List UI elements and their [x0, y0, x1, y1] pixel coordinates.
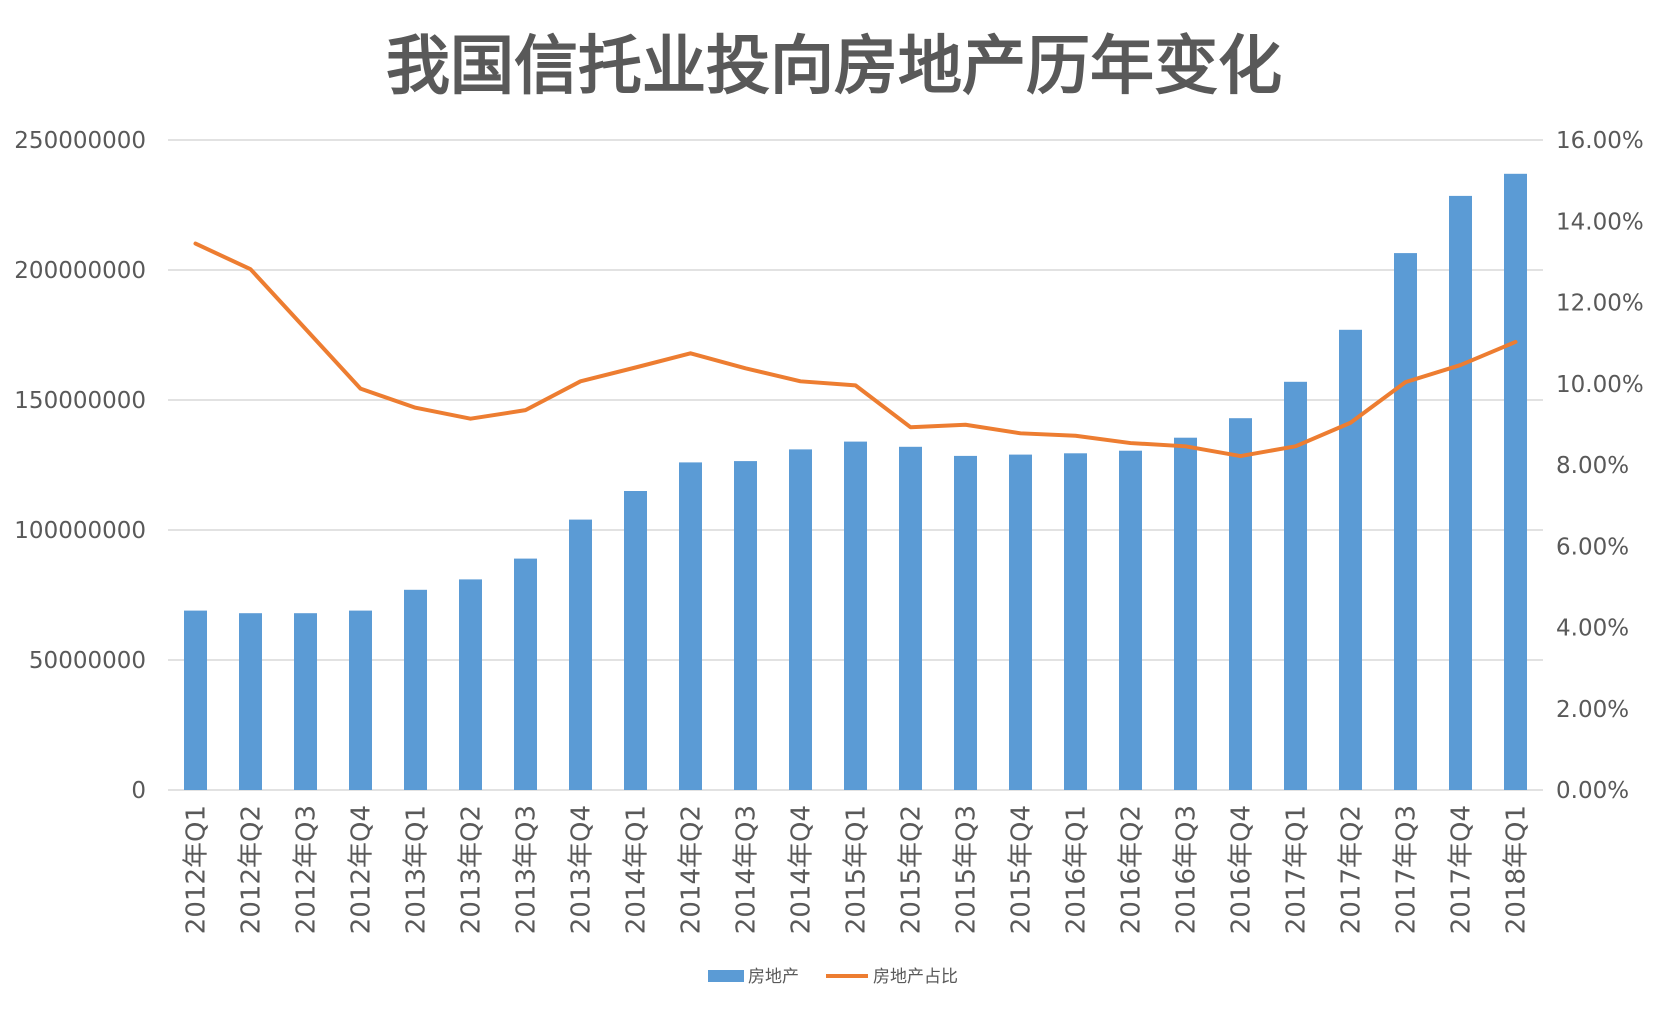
chart-title: 我国信托业投向房地产历年变化 — [386, 30, 1282, 104]
bar — [1229, 418, 1252, 790]
x-tick-label: 2013年Q1 — [402, 805, 432, 934]
bar — [1284, 381, 1307, 790]
x-tick-label: 2016年Q4 — [1227, 805, 1257, 934]
legend-bar-swatch — [708, 970, 744, 982]
bar — [1339, 329, 1362, 790]
x-tick-label: 2018年Q1 — [1502, 805, 1532, 934]
right-axis: 0.00% 2.00% 4.00% 6.00% 8.00% 10.00% 12.00% 14.… — [1556, 128, 1644, 804]
bar — [514, 558, 537, 790]
x-tick-label: 2017年Q4 — [1447, 805, 1477, 934]
x-tick-label: 2012年Q3 — [292, 805, 322, 934]
y-tick-label: 250000000 — [14, 128, 146, 154]
bar-series — [184, 173, 1527, 791]
x-tick-label: 2015年Q1 — [842, 805, 872, 934]
x-tick-label: 2015年Q3 — [952, 805, 982, 934]
bar — [569, 519, 592, 790]
bar — [349, 610, 372, 790]
x-tick-label: 2012年Q1 — [182, 805, 212, 934]
x-tick-label: 2016年Q1 — [1062, 805, 1092, 934]
bar — [294, 613, 317, 790]
y-tick-label: 150000000 — [14, 388, 146, 414]
bar — [624, 491, 647, 790]
y2-tick-label: 4.00% — [1556, 616, 1629, 642]
x-tick-label: 2014年Q1 — [622, 805, 652, 934]
bar — [184, 610, 207, 790]
x-tick-label: 2013年Q3 — [512, 805, 542, 934]
y-tick-label: 200000000 — [14, 258, 146, 284]
x-axis: 2012年Q1 2012年Q2 2012年Q3 2012年Q4 2013年Q1 2013年… — [182, 805, 1532, 934]
bar — [1449, 195, 1472, 790]
x-tick-label: 2014年Q4 — [787, 805, 817, 934]
x-tick-label: 2016年Q3 — [1172, 805, 1202, 934]
bar — [679, 462, 702, 790]
y2-tick-label: 2.00% — [1556, 697, 1629, 723]
bar — [954, 455, 977, 790]
y2-tick-label: 6.00% — [1556, 534, 1629, 560]
bar — [734, 461, 757, 790]
legend-line-label: 房地产占比 — [873, 967, 958, 987]
x-tick-label: 2013年Q4 — [567, 805, 597, 934]
x-tick-label: 2013年Q2 — [457, 805, 487, 934]
bar — [1394, 253, 1417, 791]
line-series — [193, 241, 1518, 459]
left-axis: 0 50000000 100000000 150000000 200000000 2500… — [14, 128, 146, 804]
legend: 房地产 房地产占比 — [708, 967, 958, 987]
x-tick-label: 2014年Q3 — [732, 805, 762, 934]
bar — [404, 589, 427, 790]
y2-tick-label: 14.00% — [1556, 209, 1644, 235]
y2-tick-label: 10.00% — [1556, 372, 1644, 398]
x-tick-label: 2012年Q2 — [237, 805, 267, 934]
y2-tick-label: 0.00% — [1556, 778, 1629, 804]
y-tick-label: 0 — [131, 778, 146, 804]
y2-tick-label: 8.00% — [1556, 453, 1629, 479]
bar — [1009, 454, 1032, 790]
bar — [1119, 450, 1142, 790]
bar — [789, 449, 812, 790]
line-series-group — [193, 241, 1518, 459]
x-tick-label: 2016年Q2 — [1117, 805, 1147, 934]
x-tick-label: 2017年Q1 — [1282, 805, 1312, 934]
x-tick-label: 2017年Q2 — [1337, 805, 1367, 934]
bar — [1064, 453, 1087, 790]
x-tick-label: 2015年Q4 — [1007, 805, 1037, 934]
bar — [844, 441, 867, 790]
y-tick-label: 50000000 — [29, 648, 146, 674]
legend-bar-label: 房地产 — [748, 967, 799, 987]
bar — [239, 613, 262, 790]
x-tick-label: 2015年Q2 — [897, 805, 927, 934]
bar — [1174, 437, 1197, 790]
bar — [899, 446, 922, 790]
x-tick-label: 2012年Q4 — [347, 805, 377, 934]
bar — [1504, 173, 1527, 791]
x-tick-label: 2017年Q3 — [1392, 805, 1422, 934]
y-tick-label: 100000000 — [14, 518, 146, 544]
y2-tick-label: 16.00% — [1556, 128, 1644, 154]
bar — [459, 579, 482, 790]
x-tick-label: 2014年Q2 — [677, 805, 707, 934]
y2-tick-label: 12.00% — [1556, 291, 1644, 317]
